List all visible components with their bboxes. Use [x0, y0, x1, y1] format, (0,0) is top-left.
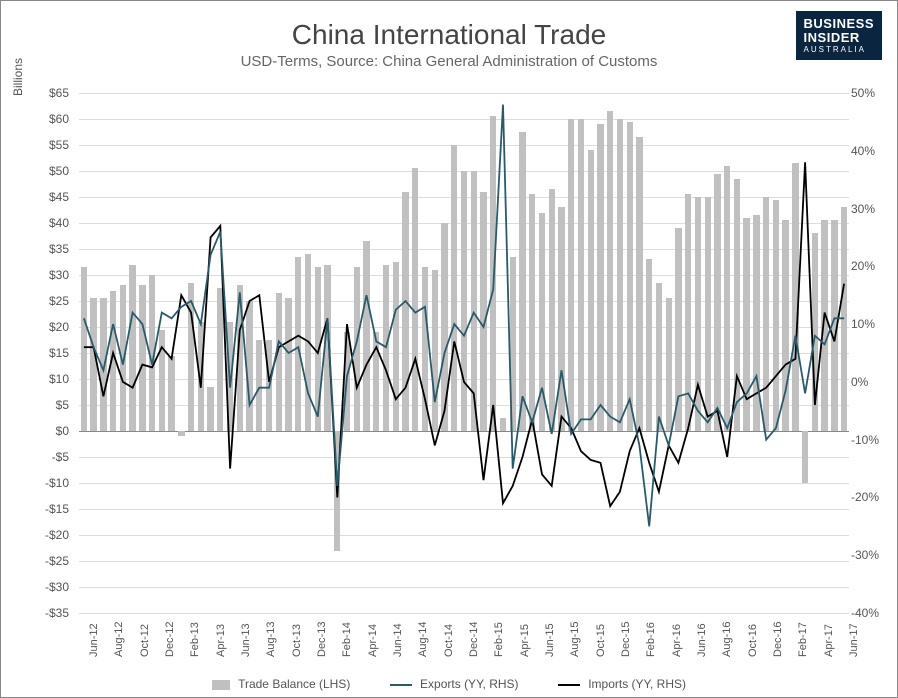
x-tick-label: Oct-14: [443, 624, 455, 657]
x-tick-label: Dec-15: [620, 622, 632, 657]
x-tick-label: Apr-14: [367, 624, 379, 657]
y-left-tick-label: $25: [49, 294, 69, 308]
x-tick-label: Aug-12: [113, 622, 125, 657]
x-tick-label: Dec-14: [468, 622, 480, 657]
y-left-tick-label: $45: [49, 190, 69, 204]
y-left-tick-label: -$30: [45, 580, 69, 594]
x-tick-label: Jun-17: [848, 623, 860, 657]
y-right-tick-label: 10%: [851, 317, 875, 331]
x-tick-label: Aug-16: [721, 622, 733, 657]
y-left-tick-label: $60: [49, 112, 69, 126]
x-tick-label: Feb-16: [645, 622, 657, 657]
x-tick-label: Oct-13: [291, 624, 303, 657]
legend-imports: Imports (YY, RHS): [558, 677, 686, 691]
x-tick-label: Feb-14: [341, 622, 353, 657]
y-left-tick-label: $30: [49, 268, 69, 282]
lines-layer: [79, 93, 849, 613]
chart-title: China International Trade: [1, 19, 897, 51]
y-left-tick-label: $35: [49, 242, 69, 256]
y-left-tick-label: -$5: [52, 450, 69, 464]
legend-trade-balance: Trade Balance (LHS): [212, 677, 350, 691]
x-tick-label: Apr-15: [519, 624, 531, 657]
y-left-tick-label: $40: [49, 216, 69, 230]
y-left-tick-label: -$20: [45, 528, 69, 542]
logo-line2: INSIDER: [804, 30, 860, 45]
x-tick-label: Feb-17: [797, 622, 809, 657]
y-left-tick-label: $50: [49, 164, 69, 178]
chart-container: BUSINESS INSIDER AUSTRALIA China Interna…: [0, 0, 898, 698]
chart-subtitle: USD-Terms, Source: China General Adminis…: [1, 53, 897, 70]
legend-swatch-bar: [212, 680, 230, 690]
legend-exports: Exports (YY, RHS): [390, 677, 519, 691]
x-axis: Jun-12 Aug-12 Oct-12 Dec-12 Feb-13 Apr-13 Jun-…: [79, 613, 849, 673]
x-tick-label: Aug-14: [417, 622, 429, 657]
y-left-tick-label: -$35: [45, 606, 69, 620]
y-right-tick-label: -20%: [851, 490, 879, 504]
x-tick-label: Apr-16: [671, 624, 683, 657]
x-tick-label: Feb-15: [493, 622, 505, 657]
legend-swatch-imports: [558, 684, 580, 686]
y-left-tick-label: $20: [49, 320, 69, 334]
y-right-tick-label: 40%: [851, 144, 875, 158]
y-right-tick-label: 20%: [851, 259, 875, 273]
y-axis-right: 50%40%30%20%10%0%-10%-20%-30%-40%: [849, 93, 898, 613]
y-right-tick-label: -30%: [851, 548, 879, 562]
legend-label-exports: Exports (YY, RHS): [420, 677, 518, 691]
y-left-tick-label: -$10: [45, 476, 69, 490]
y-left-unit-label: Billions: [11, 58, 25, 96]
x-tick-label: Jun-14: [392, 623, 404, 657]
y-right-tick-label: 30%: [851, 202, 875, 216]
y-left-tick-label: $55: [49, 138, 69, 152]
y-right-tick-label: -40%: [851, 606, 879, 620]
y-right-tick-label: -10%: [851, 433, 879, 447]
x-tick-label: Apr-17: [823, 624, 835, 657]
y-left-tick-label: $65: [49, 86, 69, 100]
plot-area: [79, 93, 849, 613]
legend-swatch-exports: [390, 684, 412, 686]
x-tick-label: Oct-16: [747, 624, 759, 657]
legend-label-bar: Trade Balance (LHS): [238, 677, 350, 691]
x-tick-label: Dec-13: [316, 622, 328, 657]
logo-sub: AUSTRALIA: [804, 46, 874, 55]
x-tick-label: Feb-13: [189, 622, 201, 657]
x-tick-label: Oct-12: [139, 624, 151, 657]
exports-line: [84, 105, 844, 527]
x-tick-label: Dec-16: [772, 622, 784, 657]
y-left-tick-label: $5: [56, 398, 69, 412]
legend-label-imports: Imports (YY, RHS): [588, 677, 686, 691]
y-left-tick-label: -$15: [45, 502, 69, 516]
y-right-tick-label: 0%: [851, 375, 868, 389]
y-left-tick-label: $0: [56, 424, 69, 438]
x-tick-label: Aug-13: [265, 622, 277, 657]
x-tick-label: Apr-13: [215, 624, 227, 657]
y-axis-left: $65$60$55$50$45$40$35$30$25$20$15$10$5$0…: [1, 93, 71, 613]
x-tick-label: Jun-13: [240, 623, 252, 657]
y-left-tick-label: $15: [49, 346, 69, 360]
x-tick-label: Jun-15: [544, 623, 556, 657]
x-tick-label: Jun-16: [696, 623, 708, 657]
y-right-tick-label: 50%: [851, 86, 875, 100]
y-left-tick-label: -$25: [45, 554, 69, 568]
x-tick-label: Aug-15: [569, 622, 581, 657]
brand-logo: BUSINESS INSIDER AUSTRALIA: [796, 11, 882, 60]
logo-line1: BUSINESS: [804, 16, 874, 31]
legend: Trade Balance (LHS) Exports (YY, RHS) Im…: [1, 677, 897, 691]
y-left-tick-label: $10: [49, 372, 69, 386]
x-tick-label: Oct-15: [595, 624, 607, 657]
x-tick-label: Dec-12: [164, 622, 176, 657]
x-tick-label: Jun-12: [88, 623, 100, 657]
